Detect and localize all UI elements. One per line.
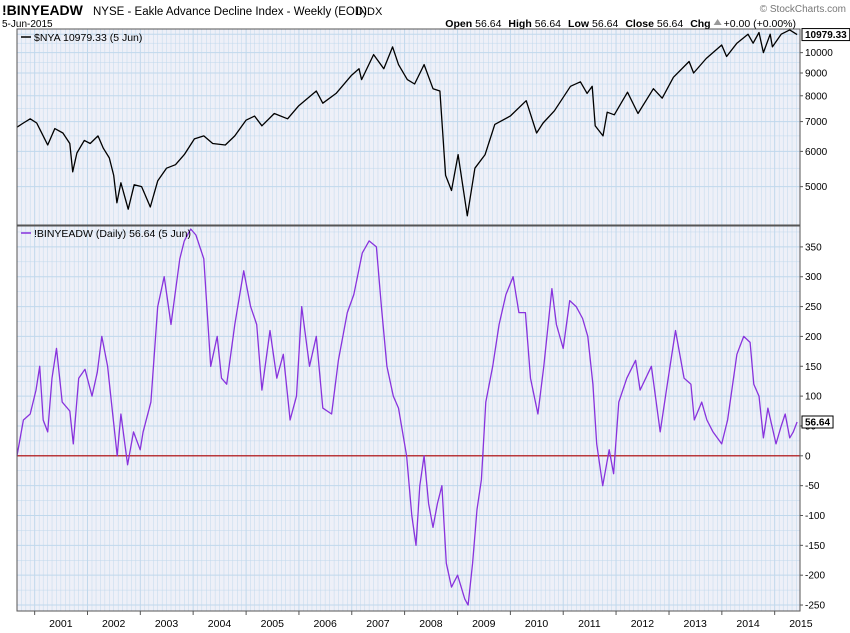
y-tick-label: 6000 — [805, 147, 828, 158]
x-tick-label: 2004 — [208, 618, 232, 630]
price-panel-grid — [17, 29, 800, 225]
y-tick-label: 7000 — [805, 117, 828, 128]
indicator-y-axis: -250-200-150-100-50050100150200250300350… — [800, 242, 834, 612]
ohlc-value: +0.00 (+0.00%) — [724, 18, 796, 30]
y-tick-label: 5000 — [805, 182, 828, 193]
indicator-last-value-text: 56.64 — [805, 417, 830, 428]
indicator-last-value: 56.64 — [801, 415, 834, 429]
chart-symbol: !BINYEADW — [2, 2, 84, 18]
chart-exchange: INDX — [356, 6, 383, 18]
y-tick-label: -150 — [805, 541, 825, 552]
indicator-legend: !BINYEADW (Daily) 56.64 (5 Jun) — [21, 228, 191, 240]
y-tick-label: -200 — [805, 571, 825, 582]
y-tick-label: -250 — [805, 601, 825, 612]
indicator-panel-grid — [17, 226, 800, 611]
x-tick-label: 2005 — [261, 618, 285, 630]
ohlc-label: Low — [568, 18, 590, 30]
price-y-axis: 5000 6000 7000 8000 9000 10000 10979.33 — [800, 28, 850, 193]
ohlc-label: High — [508, 18, 531, 30]
y-tick-label: 300 — [805, 272, 822, 283]
indicator-panel-frame — [16, 225, 801, 612]
x-tick-label: 2014 — [736, 618, 760, 630]
chart-date: 5-Jun-2015 — [2, 19, 53, 30]
price-panel-background — [17, 29, 800, 225]
y-tick-label: 8000 — [805, 91, 828, 102]
price-legend-label: $NYA 10979.33 (5 Jun) — [34, 32, 142, 44]
x-tick-label: 2002 — [102, 618, 126, 630]
price-panel-frame — [16, 28, 801, 226]
x-tick-label: 2015 — [789, 618, 813, 630]
price-last-value-text: 10979.33 — [805, 30, 847, 41]
ohlc-label: Close — [625, 18, 654, 30]
x-tick-label: 2008 — [419, 618, 443, 630]
x-tick-label: 2001 — [49, 618, 73, 630]
y-tick-label: 100 — [805, 392, 822, 403]
x-tick-label: 2010 — [525, 618, 549, 630]
x-tick-label: 2011 — [578, 618, 601, 630]
triangle-up-icon — [713, 19, 722, 25]
chart-description: NYSE - Eakle Advance Decline Index - Wee… — [93, 6, 367, 18]
x-axis: 2001 2002 2003 2004 2005 2006 2007 2008 2009 2010… — [34, 611, 813, 630]
y-tick-label: 200 — [805, 332, 822, 343]
x-tick-label: 2003 — [155, 618, 179, 630]
price-line — [16, 29, 798, 217]
price-series — [16, 29, 798, 217]
y-tick-label: 9000 — [805, 68, 828, 79]
ohlc-readout: +0.00 (+0.00%)Chg56.64Close56.64Low56.64… — [445, 18, 796, 30]
watermark: © StockCharts.com — [760, 4, 846, 15]
y-tick-label: 350 — [805, 242, 822, 253]
price-last-value: 10979.33 — [801, 28, 850, 42]
y-tick-label: 150 — [805, 362, 822, 373]
ohlc-value: 56.64 — [475, 18, 501, 30]
y-tick-label: -50 — [805, 481, 820, 492]
y-tick-label: 250 — [805, 302, 822, 313]
indicator-last-value-box — [801, 415, 834, 429]
ohlc-value: 56.64 — [657, 18, 683, 30]
indicator-legend-label: !BINYEADW (Daily) 56.64 (5 Jun) — [34, 228, 191, 240]
ohlc-value: 56.64 — [535, 18, 561, 30]
ohlc-label: Open — [445, 18, 472, 30]
ohlc-value: 56.64 — [592, 18, 618, 30]
indicator-line — [16, 228, 798, 606]
indicator-panel-background — [17, 226, 800, 611]
indicator-series — [16, 228, 798, 606]
x-tick-label: 2013 — [684, 618, 708, 630]
x-tick-label: 2006 — [313, 618, 337, 630]
price-legend: $NYA 10979.33 (5 Jun) — [21, 32, 142, 44]
ohlc-label: Chg — [690, 18, 710, 30]
y-tick-label: 0 — [805, 451, 811, 462]
x-tick-label: 2009 — [472, 618, 496, 630]
y-tick-label: 10000 — [805, 48, 833, 59]
y-tick-label: -100 — [805, 511, 825, 522]
x-tick-label: 2012 — [631, 618, 655, 630]
x-tick-label: 2007 — [366, 618, 390, 630]
